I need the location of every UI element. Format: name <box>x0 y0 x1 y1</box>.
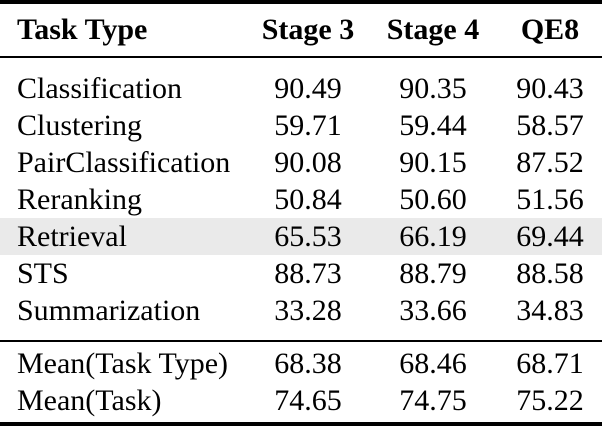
cell-value: 88.79 <box>399 256 467 290</box>
table-row-mean-task: Mean(Task) 74.65 74.75 75.22 <box>0 382 602 422</box>
cell-value: 87.52 <box>516 145 584 179</box>
table-row-pairclassification: PairClassification 90.08 90.15 87.52 <box>0 144 602 181</box>
cell-value: 88.73 <box>274 256 342 290</box>
cell-task: PairClassification <box>17 145 231 179</box>
cell-value: 59.44 <box>399 108 467 142</box>
cell-value: 88.58 <box>516 256 584 290</box>
header-row: Task Type Stage 3 Stage 4 QE8 <box>0 4 602 58</box>
cell-value: 69.44 <box>498 218 602 255</box>
cell-task: Retrieval <box>0 218 248 255</box>
cell-value: 58.57 <box>516 108 584 142</box>
table-row-classification: Classification 90.49 90.35 90.43 <box>0 58 602 107</box>
cell-value: 75.22 <box>516 383 584 417</box>
cell-task: STS <box>17 256 69 290</box>
table-row-clustering: Clustering 59.71 59.44 58.57 <box>0 107 602 144</box>
cell-task: Clustering <box>17 108 142 142</box>
cell-task: Classification <box>17 71 182 105</box>
cell-value: 74.65 <box>274 383 342 417</box>
cell-value: 90.35 <box>399 71 467 105</box>
cell-value: 50.60 <box>399 182 467 216</box>
column-header-qe8: QE8 <box>498 4 602 58</box>
table-row-sts: STS 88.73 88.79 88.58 <box>0 255 602 292</box>
table-row-mean-task-type: Mean(Task Type) 68.38 68.46 68.71 <box>0 342 602 382</box>
cell-task: Mean(Task) <box>17 383 162 417</box>
cell-value: 33.66 <box>368 292 498 342</box>
cell-value: 90.15 <box>399 145 467 179</box>
column-header-task-type: Task Type <box>0 4 248 58</box>
cell-task: Summarization <box>0 292 248 342</box>
cell-value: 65.53 <box>248 218 368 255</box>
table-row-reranking: Reranking 50.84 50.60 51.56 <box>0 181 602 218</box>
cell-value: 68.38 <box>274 346 342 380</box>
cell-value: 74.75 <box>399 383 467 417</box>
cell-value: 66.19 <box>368 218 498 255</box>
cell-value: 68.71 <box>516 346 584 380</box>
cell-value: 90.08 <box>274 145 342 179</box>
cell-value: 34.83 <box>498 292 602 342</box>
column-header-stage-3: Stage 3 <box>248 4 368 58</box>
cell-value: 50.84 <box>274 182 342 216</box>
cell-value: 33.28 <box>248 292 368 342</box>
cell-value: 68.46 <box>399 346 467 380</box>
cell-value: 90.49 <box>274 71 342 105</box>
cell-task: Mean(Task Type) <box>17 346 229 380</box>
cell-task: Reranking <box>17 182 142 216</box>
table-row-summarization: Summarization 33.28 33.66 34.83 <box>0 292 602 342</box>
cell-value: 51.56 <box>516 182 584 216</box>
table-row-retrieval-highlighted: Retrieval 65.53 66.19 69.44 <box>0 218 602 255</box>
column-header-stage-4: Stage 4 <box>368 4 498 58</box>
cell-value: 59.71 <box>274 108 342 142</box>
cell-value: 90.43 <box>516 71 584 105</box>
